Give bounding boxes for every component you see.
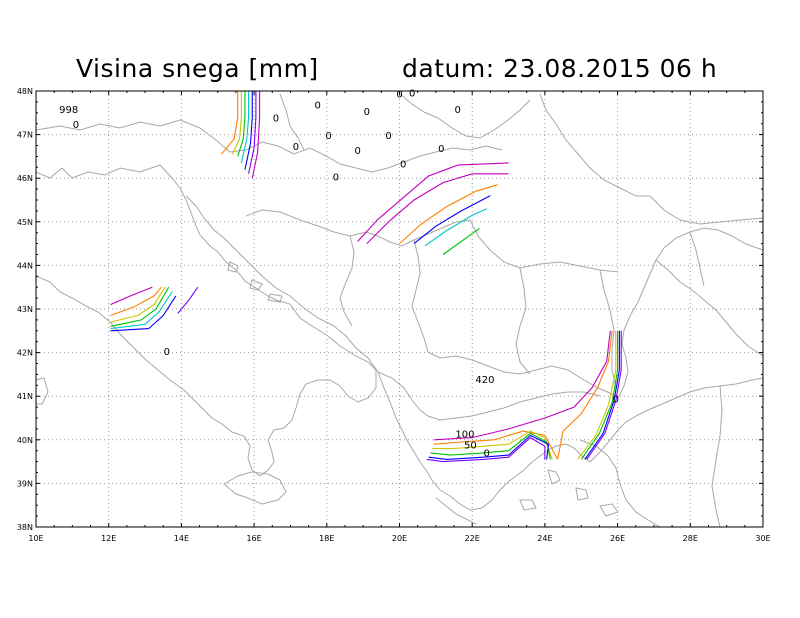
- y-tick-label: 43N: [17, 305, 33, 314]
- y-tick-label: 42N: [17, 349, 33, 358]
- snow-contour-line: [110, 286, 166, 323]
- x-tick-label: 20E: [392, 534, 407, 543]
- snow-contour-line: [244, 91, 253, 170]
- snow-contour-line: [110, 286, 153, 306]
- contour-value-label: 0: [364, 107, 370, 118]
- y-tick-label: 38N: [17, 523, 33, 532]
- y-tick-label: 45N: [17, 218, 33, 227]
- snow-contour-line: [110, 291, 173, 330]
- contour-value-label: 0: [315, 100, 321, 111]
- contour-value-label: 420: [475, 375, 494, 386]
- snow-contour-line: [426, 436, 546, 463]
- snow-contour-line: [110, 286, 162, 317]
- snow-contour-line: [584, 330, 620, 460]
- contour-value-label: 0: [409, 89, 415, 100]
- x-tick-label: 26E: [610, 534, 625, 543]
- map-title: Visina snega [mm]: [76, 54, 319, 83]
- y-tick-label: 47N: [17, 131, 33, 140]
- lat-lon-grid: [36, 91, 763, 527]
- contour-value-label: 0: [293, 142, 299, 153]
- snow-contour-line: [413, 195, 491, 245]
- snow-contour-line: [220, 91, 239, 155]
- contour-value-label: 998: [59, 105, 78, 116]
- map-frame: [35, 90, 764, 528]
- contour-value-label: 100: [455, 430, 474, 441]
- contour-value-label: 0: [325, 131, 331, 142]
- snow-depth-contours: [110, 91, 622, 463]
- snow-contour-line: [580, 330, 619, 460]
- map-date: datum: 23.08.2015 06 h: [402, 54, 718, 83]
- contour-value-label: 0: [73, 120, 79, 131]
- y-tick-label: 46N: [17, 174, 33, 183]
- y-tick-label: 39N: [17, 479, 33, 488]
- snow-contour-line: [586, 330, 622, 460]
- y-tick-label: 40N: [17, 436, 33, 445]
- snow-contour-line: [577, 330, 617, 460]
- snow-contour-line: [237, 91, 246, 157]
- contour-value-label: 0: [385, 131, 391, 142]
- snow-contour-line: [251, 91, 261, 179]
- x-tick-label: 28E: [683, 534, 698, 543]
- x-tick-label: 30E: [755, 534, 770, 543]
- y-tick-label: 48N: [17, 87, 33, 96]
- x-tick-label: 12E: [101, 534, 116, 543]
- snow-contour-line: [231, 91, 242, 155]
- coastlines-borders: [36, 93, 763, 527]
- x-tick-label: 16E: [246, 534, 261, 543]
- snow-contour-line: [433, 430, 559, 460]
- contour-value-label: 50: [464, 441, 477, 452]
- contour-value-label: 0: [400, 159, 406, 170]
- snow-contour-line: [430, 432, 551, 460]
- x-tick-label: 10E: [28, 534, 43, 543]
- contour-value-label: 0: [438, 144, 444, 155]
- y-tick-label: 44N: [17, 261, 33, 270]
- snow-contour-line: [248, 91, 257, 174]
- x-tick-label: 22E: [465, 534, 480, 543]
- snow-contour-line: [366, 173, 509, 244]
- snow-contour-line: [424, 208, 487, 247]
- x-tick-label: 24E: [537, 534, 552, 543]
- snow-contour-line: [357, 162, 509, 242]
- snow-contour-line: [442, 227, 480, 255]
- contour-value-label: 0: [333, 172, 339, 183]
- snow-contour-line: [399, 184, 498, 245]
- y-tick-label: 41N: [17, 392, 33, 401]
- snow-contour-line: [177, 286, 199, 314]
- contour-value-label: 0: [164, 347, 170, 358]
- snow-contour-line: [240, 91, 250, 164]
- snow-contour-line: [433, 330, 611, 441]
- contour-value-label: 0: [454, 105, 460, 116]
- contour-value-label: 0: [396, 90, 402, 101]
- contour-value-label: 0: [484, 448, 490, 459]
- contour-value-label: 0: [273, 114, 279, 125]
- contour-value-label: 0: [355, 146, 361, 157]
- contour-value-label: 0: [613, 395, 619, 406]
- x-tick-label: 14E: [174, 534, 189, 543]
- snow-contour-line: [110, 295, 177, 332]
- snow-contour-line: [110, 286, 170, 327]
- snow-contour-line: [428, 434, 550, 460]
- snow-contour-line: [557, 330, 613, 460]
- snow-contour-line: [432, 430, 553, 460]
- axis-ticks: 10E 12E 14E 16E 18E 20E 22E 24E 26E 28E 30E 38N 39N 4…: [17, 87, 771, 543]
- x-tick-label: 18E: [319, 534, 334, 543]
